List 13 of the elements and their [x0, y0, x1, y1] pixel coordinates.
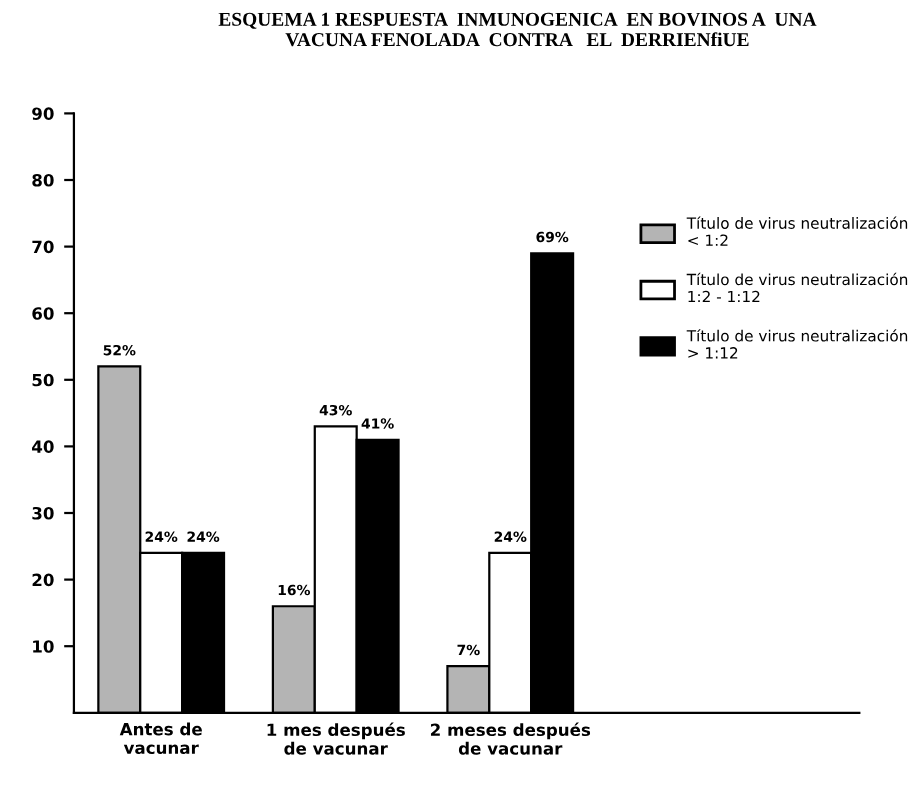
y-tick-label: 10: [33, 640, 54, 653]
y-tick-label: 30: [32, 506, 54, 520]
y-tick-label: 20: [32, 573, 54, 587]
y-tick-label: 90: [32, 107, 54, 120]
x-tick-label: 2 meses después de vacunar: [430, 722, 591, 755]
y-tick-label: 50: [32, 373, 54, 387]
x-tick-label: 1 mes después de vacunar: [267, 722, 405, 755]
chart-title: ESQUEMA 1 RESPUESTA INMUNOGENICA EN BOVINOS A UNA VACUNA FENOLADA CONTRA EL DERRIENfiUE: [218, 12, 817, 47]
y-tick-label: 40: [32, 440, 54, 453]
y-tick-label: 80: [32, 173, 54, 187]
x-tick-label: Antes de vacunar: [119, 722, 202, 755]
y-tick-label: 70: [32, 240, 54, 254]
y-tick-label: 60: [32, 307, 54, 320]
